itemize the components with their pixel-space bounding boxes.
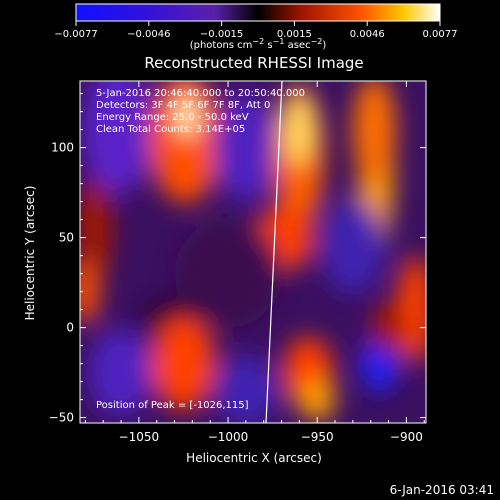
annotation-line: Detectors: 3F 4F 5F 6F 7F 8F, Att 0 — [96, 100, 270, 111]
x-axis-ticks: −1050 −1000 −950 −900 — [84, 81, 425, 444]
heatmap-blob — [80, 178, 113, 279]
heatmap-blob — [88, 329, 154, 416]
x-tick-label: −1050 — [119, 430, 160, 444]
colorbar-unit-label: (photons cm−2 s−1 asec−2) — [190, 37, 327, 52]
colorbar-tick-label: 0.0015 — [277, 29, 312, 40]
heatmap-blob — [213, 354, 278, 423]
heatmap-blob — [299, 378, 336, 422]
colorbar-tick-label: −0.0046 — [127, 29, 170, 40]
y-tick-label: 50 — [59, 231, 74, 245]
timestamp: 6-Jan-2016 03:41 — [390, 483, 494, 497]
colorbar-ticks: −0.0077 −0.0046 −0.0015 0.0015 0.0046 0.0077 — [54, 21, 458, 40]
y-tick-label: 100 — [51, 141, 74, 155]
colorbar-tick-label: −0.0015 — [200, 29, 243, 40]
annotation-line: Clean Total Counts: 3.14E+05 — [96, 124, 245, 135]
solar-limb-line — [265, 81, 283, 423]
heatmap-blob — [81, 81, 154, 195]
x-tick-label: −900 — [390, 430, 423, 444]
heatmap-blob — [151, 316, 216, 411]
heatmap-blob — [213, 93, 278, 202]
colorbar-tick-label: 0.0046 — [350, 29, 385, 40]
y-axis-ticks: −50 0 50 100 — [49, 93, 426, 425]
x-tick-label: −1000 — [208, 430, 249, 444]
heatmap-blob — [397, 255, 426, 364]
plot-frame — [79, 80, 427, 424]
heatmap-blob — [370, 302, 407, 353]
colorbar: −0.0077 −0.0046 −0.0015 0.0015 0.0046 0.0077 … — [54, 3, 458, 52]
observation-annotations: 5-Jan-2016 20:46:40.000 to 20:50:40.000D… — [96, 88, 305, 135]
heatmap-blob — [352, 81, 396, 184]
heatmap-blob — [176, 93, 198, 137]
heatmap-blob — [285, 93, 314, 166]
heatmap-blob — [149, 81, 221, 204]
colorbar-gradient — [75, 3, 441, 22]
heatmap-blob — [174, 219, 282, 328]
y-tick-label: 0 — [66, 321, 74, 335]
annotation-line: 5-Jan-2016 20:46:40.000 to 20:50:40.000 — [96, 88, 305, 99]
peak-position-label: Position of Peak = [-1026,115] — [96, 400, 249, 411]
x-axis-label: Heliocentric X (arcsec) — [186, 451, 322, 465]
heatmap-blob — [320, 199, 385, 294]
colorbar-tick-label: −0.0077 — [54, 29, 97, 40]
y-axis-label: Heliocentric Y (arcsec) — [23, 186, 37, 321]
x-tick-label: −950 — [301, 430, 334, 444]
chart-title: Reconstructed RHESSI Image — [144, 54, 363, 72]
annotation-line: Energy Range: 25.0 - 50.0 keV — [96, 112, 249, 123]
heatmap-image — [80, 81, 426, 423]
colorbar-tick-label: 0.0077 — [423, 29, 458, 40]
y-tick-label: −50 — [49, 411, 74, 425]
heatmap-blob — [80, 259, 100, 324]
